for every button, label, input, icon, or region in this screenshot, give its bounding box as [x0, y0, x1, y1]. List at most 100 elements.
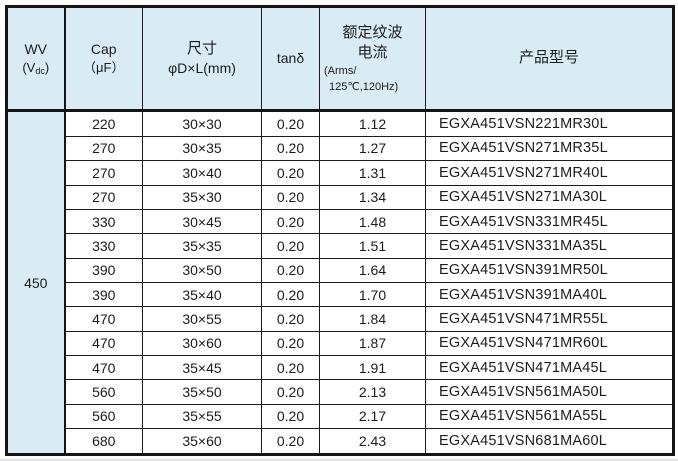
header-size: 尺寸 φD×L(mm) — [142, 6, 262, 112]
header-cap: Cap （μF） — [64, 6, 143, 112]
cap-cell: 330 — [64, 233, 143, 259]
header-wv-subscript: dc — [35, 65, 45, 76]
header-tan-delta: tanδ — [261, 6, 320, 112]
part-number-cell: EGXA451VSN681MA60L — [425, 428, 674, 455]
header-size-line2: φD×L(mm) — [168, 60, 236, 77]
part-number-cell: EGXA451VSN331MA35L — [425, 233, 674, 259]
tan-delta-cell: 0.20 — [261, 403, 320, 430]
header-wv-unit: (Vdc) — [8, 59, 63, 77]
ripple-current-cell: 1.27 — [319, 135, 426, 162]
table-row: 450 220 30×30 0.20 1.12 EGXA451VSN221MR3… — [6, 110, 674, 455]
part-number-cell: EGXA451VSN271MA30L — [425, 184, 674, 210]
tan-delta-cell: 0.20 — [261, 184, 320, 210]
header-size-line1: 尺寸 — [186, 39, 217, 57]
cap-cell: 270 — [64, 184, 143, 210]
tan-delta-cell: 0.20 — [261, 233, 320, 259]
table-row: 330 35×35 0.20 1.51 EGXA451VSN331MA35L — [7, 233, 674, 259]
ripple-current-cell: 2.17 — [319, 403, 426, 430]
size-cell: 30×30 — [142, 110, 262, 137]
part-number-cell: EGXA451VSN221MR30L — [425, 110, 674, 137]
table-row: 390 35×40 0.20 1.70 EGXA451VSN391MA40L — [7, 281, 674, 308]
size-cell: 35×60 — [142, 428, 262, 455]
ripple-current-cell: 1.84 — [319, 306, 426, 332]
size-cell: 30×35 — [142, 135, 262, 162]
size-cell: 35×50 — [142, 379, 262, 405]
size-cell: 30×40 — [142, 160, 262, 186]
ripple-current-cell: 1.64 — [319, 257, 426, 283]
table-row: 330 30×45 0.20 1.48 EGXA451VSN331MR45L — [7, 208, 674, 235]
cap-cell: 680 — [64, 428, 143, 455]
table-row: 470 30×60 0.20 1.87 EGXA451VSN471MR60L — [7, 330, 674, 357]
part-number-cell: EGXA451VSN391MR50L — [425, 257, 674, 283]
wv-value-cell: 450 — [6, 110, 66, 455]
part-number-cell: EGXA451VSN561MA55L — [425, 403, 674, 430]
table-row: 470 30×55 0.20 1.84 EGXA451VSN471MR55L — [7, 306, 674, 332]
header-ripple-unit-line1: (Arms/ — [324, 65, 357, 77]
table-row: 270 30×40 0.20 1.31 EGXA451VSN271MR40L — [7, 160, 674, 186]
part-number-cell: EGXA451VSN271MR40L — [425, 160, 674, 186]
tan-delta-cell: 0.20 — [261, 208, 320, 235]
ripple-current-cell: 1.31 — [319, 160, 426, 186]
tan-delta-cell: 0.20 — [261, 257, 320, 283]
size-cell: 35×35 — [142, 233, 262, 259]
ripple-current-cell: 2.43 — [319, 428, 426, 455]
ripple-current-cell: 1.12 — [319, 110, 426, 137]
tan-delta-cell: 0.20 — [261, 355, 320, 381]
cap-cell: 330 — [64, 208, 143, 235]
cap-cell: 220 — [64, 110, 143, 137]
tan-delta-cell: 0.20 — [261, 110, 320, 137]
part-number-cell: EGXA451VSN471MR55L — [425, 306, 674, 332]
ripple-current-cell: 1.34 — [319, 184, 426, 210]
header-wv-line1: WV — [24, 40, 48, 57]
cap-cell: 470 — [64, 330, 143, 357]
table-row: 680 35×60 0.20 2.43 EGXA451VSN681MA60L — [7, 428, 674, 455]
part-number-cell: EGXA451VSN391MA40L — [425, 281, 674, 308]
part-number-cell: EGXA451VSN471MR60L — [425, 330, 674, 357]
header-wv-paren-close: ) — [44, 59, 50, 75]
size-cell: 35×45 — [142, 355, 262, 381]
tan-delta-cell: 0.20 — [261, 428, 320, 455]
size-cell: 35×40 — [142, 281, 262, 308]
page-bottom-edge — [0, 459, 678, 461]
header-ripple-unit-line2: 125℃,120Hz) — [329, 80, 399, 93]
header-ripple-line2: 电流 — [357, 43, 388, 61]
cap-cell: 560 — [64, 379, 143, 405]
tan-delta-cell: 0.20 — [261, 379, 320, 405]
cap-cell: 390 — [64, 257, 143, 283]
ripple-current-cell: 1.70 — [319, 281, 426, 308]
ripple-current-cell: 1.48 — [319, 208, 426, 235]
tan-delta-cell: 0.20 — [261, 330, 320, 357]
header-wv-paren-open: (V — [22, 59, 36, 75]
ripple-current-cell: 1.91 — [319, 355, 426, 381]
tan-delta-cell: 0.20 — [261, 306, 320, 332]
table-row: 470 35×45 0.20 1.91 EGXA451VSN471MA45L — [7, 355, 674, 381]
part-number-cell: EGXA451VSN331MR45L — [425, 208, 674, 235]
part-number-cell: EGXA451VSN471MA45L — [425, 355, 674, 381]
capacitor-spec-table: WV (Vdc) Cap （μF） 尺寸 φD×L(mm) tanδ 额定纹波 … — [5, 5, 675, 456]
part-number-cell: EGXA451VSN271MR35L — [425, 135, 674, 162]
cap-cell: 560 — [64, 403, 143, 430]
cap-cell: 390 — [64, 281, 143, 308]
size-cell: 30×55 — [142, 306, 262, 332]
ripple-current-cell: 1.51 — [319, 233, 426, 259]
size-cell: 35×30 — [142, 184, 262, 210]
header-part-number: 产品型号 — [425, 6, 674, 112]
header-ripple-line1: 额定纹波 — [342, 23, 403, 41]
table-row: 270 35×30 0.20 1.34 EGXA451VSN271MA30L — [7, 184, 674, 210]
part-number-cell: EGXA451VSN561MA50L — [425, 379, 674, 405]
cap-cell: 270 — [64, 135, 143, 162]
size-cell: 30×60 — [142, 330, 262, 357]
ripple-current-cell: 2.13 — [319, 379, 426, 405]
table-body: 450 220 30×30 0.20 1.12 EGXA451VSN221MR3… — [6, 110, 674, 455]
header-ripple-current: 额定纹波 电流 (Arms/ 125℃,120Hz) — [319, 6, 426, 112]
table-row: 560 35×55 0.20 2.17 EGXA451VSN561MA55L — [7, 403, 674, 430]
ripple-current-cell: 1.87 — [319, 330, 426, 357]
table-header: WV (Vdc) Cap （μF） 尺寸 φD×L(mm) tanδ 额定纹波 … — [6, 6, 674, 112]
size-cell: 30×50 — [142, 257, 262, 283]
table-row: 560 35×50 0.20 2.13 EGXA451VSN561MA50L — [7, 379, 674, 405]
header-cap-line1: Cap — [90, 41, 117, 58]
cap-cell: 270 — [64, 160, 143, 186]
size-cell: 35×55 — [142, 403, 262, 430]
tan-delta-cell: 0.20 — [261, 281, 320, 308]
header-row: WV (Vdc) Cap （μF） 尺寸 φD×L(mm) tanδ 额定纹波 … — [6, 6, 674, 112]
